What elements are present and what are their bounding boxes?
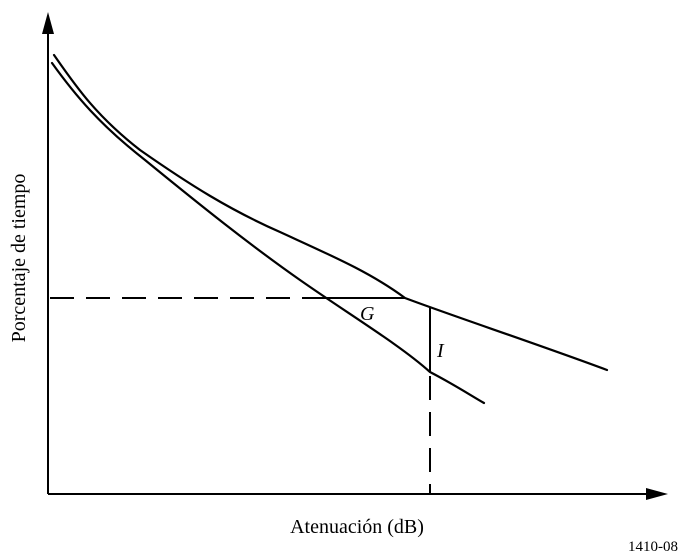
figure-id: 1410-08 [628,539,678,555]
label-i: I [436,340,445,362]
y-axis [42,12,54,494]
x-axis-label: Atenuación (dB) [290,516,424,538]
y-axis-label: Porcentaje de tiempo [8,174,30,343]
y-axis-arrowhead [42,12,54,34]
x-axis-arrowhead [646,488,668,500]
lower-curve [50,61,486,405]
upper-curve [52,53,609,372]
x-axis [48,488,668,500]
label-g: G [360,303,375,325]
